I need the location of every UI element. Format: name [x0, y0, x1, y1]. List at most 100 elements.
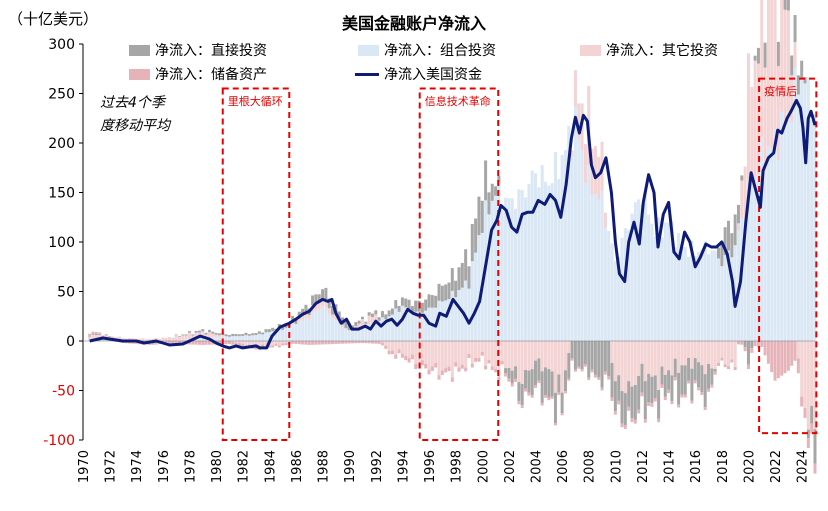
bar-direct — [690, 368, 694, 401]
bar-other — [374, 314, 378, 323]
bar-reserve — [380, 342, 384, 346]
bar-direct — [490, 183, 494, 201]
bar-reserve — [367, 341, 371, 344]
bar-portfolio — [101, 339, 105, 341]
bar-portfolio — [793, 67, 797, 341]
bar-direct — [494, 186, 498, 196]
bar-reserve — [810, 423, 814, 434]
bar-reserve — [680, 394, 684, 398]
legend-label-portfolio: 净流入：组合投资 — [384, 43, 496, 59]
bar-reserve — [670, 401, 674, 405]
bar-other — [327, 308, 331, 314]
moving-average-note: 过去4个季 度移动平均 — [100, 92, 170, 138]
legend-swatch-reserve — [129, 68, 150, 80]
bar-reserve — [148, 343, 152, 345]
bar-portfolio — [593, 194, 597, 341]
bar-other — [390, 341, 394, 351]
bar-portfolio — [753, 176, 757, 341]
bar-direct — [657, 390, 661, 419]
bar-other — [653, 341, 657, 376]
bar-reserve — [410, 354, 414, 360]
bar-direct — [321, 289, 325, 299]
bar-reserve — [407, 357, 411, 363]
bar-portfolio — [504, 197, 508, 341]
bar-reserve — [400, 353, 404, 358]
bar-direct — [580, 341, 584, 370]
bar-reserve — [294, 341, 298, 344]
bar-other — [281, 341, 285, 344]
bar-direct — [427, 294, 431, 308]
bar-portfolio — [563, 149, 567, 341]
bar-direct — [540, 371, 544, 403]
bar-reserve — [557, 392, 561, 396]
bar-portfolio — [237, 336, 241, 341]
bar-direct — [367, 312, 371, 316]
bar-reserve — [780, 341, 784, 376]
bar-reserve — [517, 401, 521, 405]
bar-reserve — [663, 396, 667, 401]
bar-portfolio — [620, 237, 624, 341]
bar-portfolio — [420, 312, 424, 341]
bar-direct — [557, 374, 561, 393]
bar-reserve — [420, 360, 424, 366]
x-tick-label: 2010 — [609, 450, 624, 483]
bar-reserve — [171, 341, 175, 344]
bar-direct — [394, 300, 398, 309]
bar-other — [437, 341, 441, 376]
bar-portfolio — [670, 220, 674, 341]
bar-portfolio — [377, 323, 381, 341]
bar-reserve — [227, 341, 231, 344]
bar-reserve — [138, 342, 142, 345]
bar-other — [550, 341, 554, 372]
bar-other — [517, 341, 521, 383]
bar-reserve — [707, 388, 711, 392]
bar-reserve — [700, 392, 704, 395]
bar-other — [294, 323, 298, 325]
bar-portfolio — [387, 316, 391, 341]
x-tick-label: 1978 — [183, 450, 198, 483]
bar-direct — [254, 333, 258, 336]
bar-other — [514, 341, 518, 367]
bar-reserve — [327, 341, 331, 345]
bar-portfolio — [717, 258, 721, 341]
bar-reserve — [207, 341, 211, 345]
bar-other — [161, 337, 165, 341]
bar-direct — [370, 313, 374, 317]
bar-portfolio — [507, 198, 511, 341]
bar-portfolio — [773, 129, 777, 341]
bar-direct — [311, 295, 315, 305]
bar-portfolio — [707, 254, 711, 341]
bar-portfolio — [437, 300, 441, 341]
bar-portfolio — [460, 287, 464, 341]
bar-other — [557, 341, 561, 375]
bar-portfolio — [600, 190, 604, 341]
annotation-label-it-revolution: 信息技术革命 — [424, 94, 491, 108]
bar-other — [687, 341, 691, 358]
bar-portfolio — [487, 214, 491, 341]
bar-reserve — [464, 367, 468, 372]
bar-portfolio — [470, 261, 474, 341]
bar-reserve — [357, 341, 361, 344]
bar-other — [660, 341, 664, 367]
bar-portfolio — [527, 183, 531, 341]
legend-swatch-portfolio — [358, 44, 379, 56]
bar-reserve — [537, 380, 541, 384]
bar-other — [261, 341, 265, 345]
bar-direct — [633, 385, 637, 420]
bar-direct — [224, 334, 228, 337]
bar-direct — [693, 358, 697, 381]
bar-reserve — [796, 358, 800, 374]
bar-other — [677, 341, 681, 373]
bar-portfolio — [796, 94, 800, 341]
bar-reserve — [710, 384, 714, 388]
axes-layer: -100 -50 0 50 100 150 200 250 300 1970 1972 1974 197… — [43, 37, 815, 483]
bar-direct — [753, 55, 757, 61]
bar-other — [743, 166, 747, 218]
bar-reserve — [354, 341, 358, 344]
bar-portfolio — [211, 337, 215, 341]
bar-reserve — [583, 364, 587, 367]
bar-direct — [384, 314, 388, 320]
bar-reserve — [450, 377, 454, 382]
bar-other — [657, 341, 661, 391]
bar-reserve — [301, 341, 305, 345]
